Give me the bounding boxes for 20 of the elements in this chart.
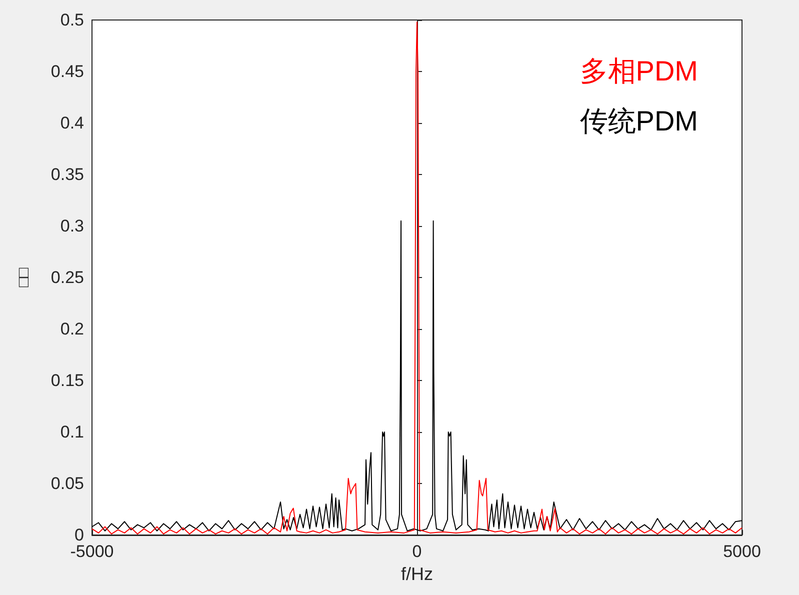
line-series [92, 220, 742, 532]
y-axis-title: □□ [16, 268, 32, 288]
x-axis-title: f/Hz [400, 564, 434, 584]
y-tick-label: 0.2 [60, 320, 84, 338]
y-tick-label: 0.4 [60, 114, 84, 132]
y-tick-label: 0.1 [60, 422, 84, 442]
y-tick-label: 0.45 [50, 62, 84, 81]
text: 多相PDM [580, 56, 698, 86]
text: 传统PDM [580, 106, 698, 136]
x-tick-label: 0 [412, 542, 422, 561]
x-tick-label: 5000 [723, 542, 761, 561]
y-tick-label: 0.05 [50, 474, 84, 493]
y-tick-label: 0.15 [50, 371, 84, 390]
y-tick-label: 0.25 [50, 268, 84, 287]
y-tick-label: 0.35 [50, 165, 84, 184]
line-series [92, 22, 742, 534]
y-tick-label: 0.3 [60, 216, 84, 236]
x-tick-label: -5000 [70, 542, 114, 561]
y-tick-label: 0.5 [60, 10, 84, 30]
y-tick-label: 0 [74, 526, 84, 544]
